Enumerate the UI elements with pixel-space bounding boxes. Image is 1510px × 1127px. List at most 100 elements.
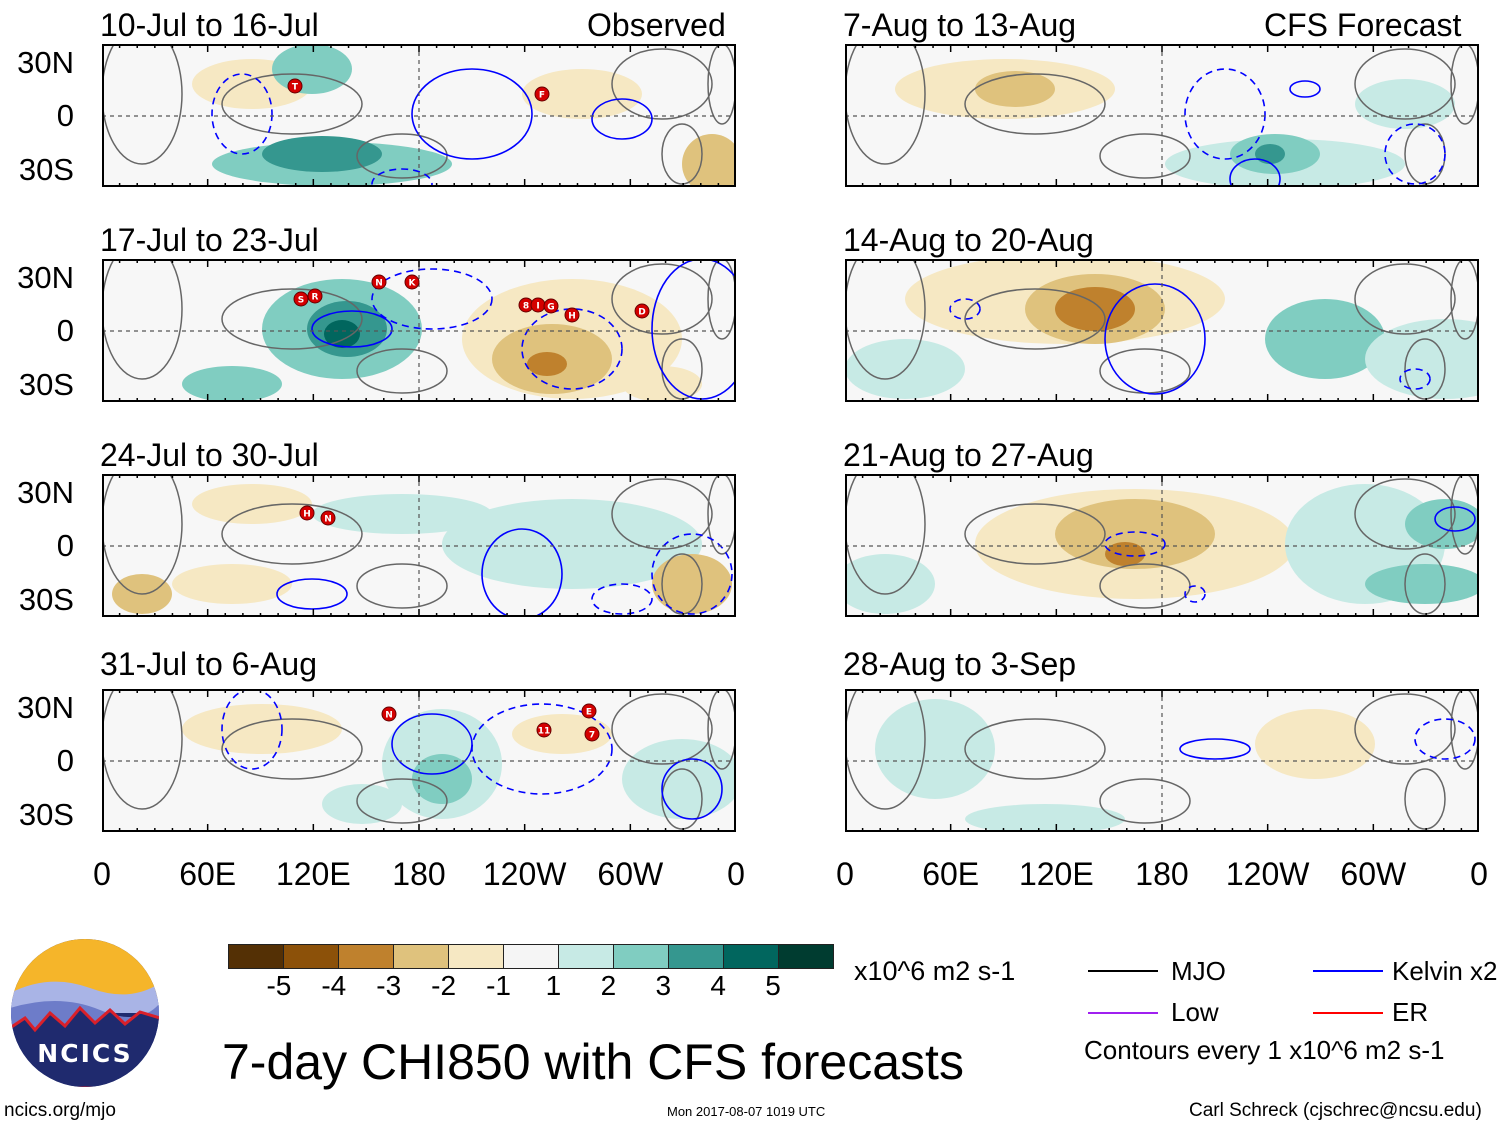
- panel-title: 17-Jul to 23-Jul: [100, 222, 319, 258]
- coastline: [661, 123, 703, 185]
- coastline: [1354, 263, 1456, 335]
- coastline: [845, 44, 926, 165]
- coastline: [356, 778, 448, 824]
- lat-label: 30N: [17, 475, 74, 510]
- lat-label: 30S: [18, 582, 74, 617]
- map-panel: [845, 474, 1479, 617]
- lon-label: 180: [392, 856, 446, 892]
- lat-label: 0: [56, 528, 74, 563]
- contour-note: Contours every 1 x10^6 m2 s-1: [1084, 1035, 1445, 1065]
- anomaly-shading: [1255, 144, 1285, 164]
- anomaly-shading: [324, 320, 360, 348]
- tropical-cyclone-icon: K: [404, 274, 420, 290]
- panel-title: 10-Jul to 16-Jul: [100, 7, 319, 43]
- lat-label: 30S: [18, 797, 74, 832]
- kelvin-contour-negative: [1104, 531, 1166, 557]
- coastline: [707, 474, 736, 555]
- storm-label: F: [539, 91, 545, 101]
- coastline: [964, 73, 1106, 135]
- kelvin-contour-negative: [1384, 123, 1446, 185]
- figure-title: 7-day CHI850 with CFS forecasts: [222, 1034, 964, 1090]
- tropical-cyclone-icon: I: [530, 297, 546, 313]
- coastline: [845, 259, 926, 380]
- colorbar-tick-label: -5: [266, 970, 292, 1001]
- coastline: [845, 689, 926, 810]
- ncics-logo[interactable]: NCICS: [10, 938, 160, 1093]
- tropical-cyclone-icon: T: [287, 78, 303, 94]
- kelvin-contour-positive: [481, 528, 563, 617]
- coastline: [707, 44, 736, 125]
- anomaly-shading: [182, 366, 282, 402]
- colorbar-tick-label: -4: [321, 970, 347, 1001]
- colorbar-units: x10^6 m2 s-1: [854, 956, 1016, 986]
- lon-label: 0: [1470, 856, 1488, 892]
- storm-label: T: [292, 83, 299, 93]
- kelvin-contour-positive: [1229, 158, 1281, 187]
- colorbar-tick-label: -3: [376, 970, 402, 1001]
- anomaly-shading: [262, 136, 382, 172]
- anomaly-shading: [512, 714, 612, 754]
- storm-label: H: [568, 312, 576, 322]
- lon-label: 60E: [179, 856, 237, 892]
- colorbar-swatch: [339, 945, 394, 968]
- lon-label: 120E: [275, 856, 351, 892]
- anomaly-shading: [1055, 499, 1215, 569]
- lon-label: 0: [836, 856, 854, 892]
- coastline: [611, 48, 713, 120]
- anomaly-shading: [965, 804, 1125, 832]
- coastline: [1450, 474, 1479, 555]
- panel-title: 21-Aug to 27-Aug: [843, 437, 1094, 473]
- kelvin-line-swatch: [1313, 970, 1383, 972]
- map-panel: [845, 44, 1479, 187]
- lat-label: 0: [56, 98, 74, 133]
- anomaly-shading: [527, 352, 567, 376]
- storm-label: D: [638, 308, 645, 318]
- coastline: [102, 259, 183, 380]
- colorbar: [228, 944, 834, 969]
- storm-label: 7: [589, 731, 595, 741]
- colorbar-swatch: [284, 945, 339, 968]
- kelvin-contour-negative: [371, 168, 433, 187]
- anomaly-shading: [322, 784, 402, 824]
- storm-label: 8: [523, 302, 529, 312]
- coastline: [102, 689, 183, 810]
- coastline: [221, 503, 363, 565]
- kelvin-contour-positive: [391, 713, 473, 775]
- coastline: [221, 73, 363, 135]
- tropical-cyclone-icon: S: [293, 291, 309, 307]
- kelvin-contour-negative: [651, 533, 733, 615]
- anomaly-shading: [1055, 287, 1135, 331]
- panel-title: 14-Aug to 20-Aug: [843, 222, 1094, 258]
- coastline: [221, 718, 363, 780]
- coastline: [964, 288, 1106, 350]
- tropical-cyclone-icon: 11: [536, 722, 552, 738]
- anomaly-shading: [975, 71, 1055, 107]
- anomaly-shading: [172, 564, 292, 604]
- storm-label: E: [586, 708, 592, 718]
- colorbar-tick-label: -1: [486, 970, 511, 1001]
- tropical-cyclone-icon: F: [534, 86, 550, 102]
- coastline: [221, 288, 363, 350]
- panel-title: 31-Jul to 6-Aug: [100, 646, 318, 682]
- low-line-swatch: [1088, 1012, 1158, 1014]
- lon-label: 120W: [482, 856, 567, 892]
- colorbar-swatch: [394, 945, 449, 968]
- lon-label: 120E: [1018, 856, 1094, 892]
- kelvin-contour-negative: [471, 703, 613, 795]
- colorbar-swatch: [669, 945, 724, 968]
- coastline: [1450, 259, 1479, 340]
- coastline: [661, 338, 703, 400]
- anomaly-shading: [272, 44, 352, 94]
- coastline: [845, 474, 926, 595]
- kelvin-contour-negative: [949, 298, 981, 320]
- anomaly-shading: [1105, 542, 1145, 566]
- coastline: [1450, 689, 1479, 770]
- coastline: [1404, 338, 1446, 400]
- coastline: [707, 259, 736, 340]
- colorbar-tick-label: 3: [655, 970, 672, 1001]
- lat-label: 30S: [18, 367, 74, 402]
- footer-url[interactable]: ncics.org/mjo: [4, 1100, 116, 1121]
- tropical-cyclone-icon: 7: [584, 726, 600, 742]
